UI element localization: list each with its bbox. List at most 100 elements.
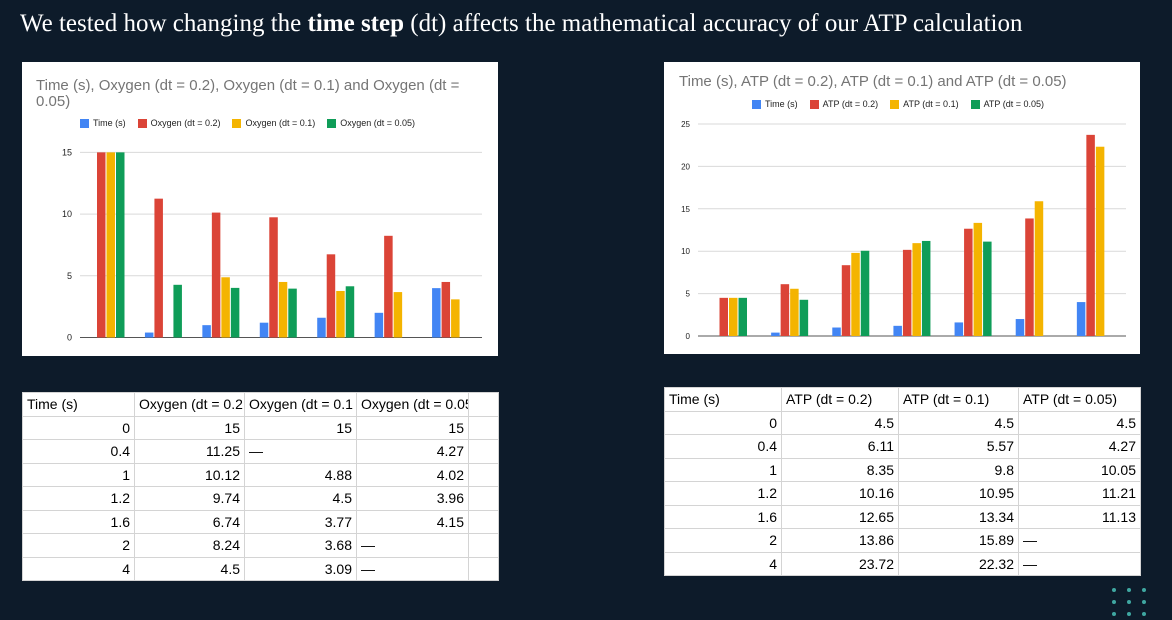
legend-label: Oxygen (dt = 0.1) [245, 118, 316, 128]
bar [1095, 146, 1105, 336]
y-tick-label: 25 [681, 120, 690, 129]
table-cell: 10.12 [134, 462, 245, 487]
table-cell: 15.89 [898, 528, 1019, 553]
legend-item: ATP (dt = 0.2) [809, 99, 879, 109]
table-cell: — [1018, 528, 1141, 553]
bar [230, 287, 240, 338]
title-bold: time step [307, 10, 405, 37]
bar [780, 284, 790, 336]
table-cell: 11.21 [1018, 481, 1141, 506]
bar [345, 286, 355, 338]
empty-cell [468, 486, 499, 511]
table-cell: 4 [664, 551, 782, 576]
atp-chart-title: Time (s), ATP (dt = 0.2), ATP (dt = 0.1)… [679, 73, 1067, 90]
slide-title: We tested how changing the time step (dt… [20, 10, 1160, 38]
bar [211, 212, 221, 338]
table-cell: — [244, 439, 357, 464]
legend-swatch [80, 118, 89, 128]
y-tick-label: 15 [62, 147, 72, 157]
bar [269, 217, 278, 338]
bar [432, 288, 441, 338]
table-cell: 0 [664, 410, 782, 435]
legend-label: ATP (dt = 0.2) [822, 99, 879, 109]
legend-swatch [970, 99, 980, 109]
table-cell: 4.02 [356, 462, 469, 487]
bar [893, 325, 902, 336]
table-cell: 3.77 [244, 509, 357, 534]
header-cell: Time (s) [664, 387, 782, 412]
table-cell: 0 [22, 415, 135, 440]
table-cell: 11.25 [134, 439, 245, 464]
legend-item: Time (s) [80, 118, 126, 128]
table-cell: 4.5 [134, 556, 245, 581]
legend-swatch [232, 118, 242, 128]
empty-cell [468, 556, 499, 581]
table-cell: 3.68 [244, 533, 357, 558]
table-cell: 4.27 [356, 439, 469, 464]
bar [860, 250, 870, 336]
table-cell: 4.5 [1018, 410, 1141, 435]
bar [921, 240, 931, 336]
table-row: 1 10.12 4.88 4.02 [22, 462, 499, 487]
bar [336, 290, 345, 338]
table-cell: 6.11 [781, 434, 899, 459]
empty-cell [468, 392, 499, 417]
header-cell: ATP (dt = 0.05) [1018, 387, 1141, 412]
atp-chart: Time (s), ATP (dt = 0.2), ATP (dt = 0.1)… [664, 62, 1140, 354]
table-cell: 15 [134, 415, 245, 440]
legend-swatch [890, 99, 900, 109]
table-cell: 4.88 [244, 462, 357, 487]
table-row: 0.4 11.25—4.27 [22, 439, 499, 464]
bar [1086, 134, 1095, 336]
bar [799, 299, 809, 336]
y-tick-label: 10 [681, 247, 690, 256]
atp-table-header: Time (s) ATP (dt = 0.2) ATP (dt = 0.1) A… [664, 387, 1141, 412]
table-cell: 0.4 [22, 439, 135, 464]
header-cell: ATP (dt = 0.2) [781, 387, 899, 412]
table-row: 2 8.24 3.68— [22, 533, 499, 558]
empty-cell [468, 439, 499, 464]
bar [441, 281, 451, 338]
header-cell: Time (s) [22, 392, 135, 417]
decorative-dot [1142, 600, 1146, 604]
table-row: 0.4 6.11 5.57 4.27 [664, 434, 1141, 459]
bar [902, 249, 912, 336]
legend-item: Oxygen (dt = 0.2) [137, 118, 220, 128]
table-cell: 3.96 [356, 486, 469, 511]
bar [173, 284, 182, 338]
legend-item: Time (s) [752, 99, 798, 109]
decorative-dot [1127, 612, 1131, 616]
table-cell: 10.95 [898, 481, 1019, 506]
legend-item: ATP (dt = 0.05) [970, 99, 1044, 109]
table-cell: 1 [664, 457, 782, 482]
y-tick-label: 0 [67, 333, 72, 343]
legend-swatch [752, 99, 761, 109]
table-cell: — [356, 556, 469, 581]
bar [202, 325, 211, 338]
legend-item: ATP (dt = 0.1) [890, 99, 959, 109]
table-cell: 10.16 [781, 481, 899, 506]
decorative-dot [1112, 612, 1116, 616]
table-cell: 10.05 [1018, 457, 1141, 482]
legend-swatch [327, 118, 337, 128]
atp-chart-plot: 0 5 10 15 20 25 [681, 120, 1126, 341]
bar [116, 152, 125, 338]
bar [317, 317, 326, 338]
table-cell: 4.5 [898, 410, 1019, 435]
atp-chart-legend: Time (s) ATP (dt = 0.2) ATP (dt = 0.1) ATP … [752, 99, 1044, 109]
title-part-1: We tested how changing the [20, 10, 308, 37]
oxygen-table-header: Time (s) Oxygen (dt = 0.2 Oxygen (dt = 0… [22, 392, 499, 417]
table-cell: 3.09 [244, 556, 357, 581]
table-cell: 13.34 [898, 504, 1019, 529]
y-tick-label: 5 [67, 271, 72, 281]
empty-cell [468, 509, 499, 534]
bar [154, 198, 163, 338]
table-cell: 4.5 [781, 410, 899, 435]
table-cell: 1.2 [664, 481, 782, 506]
table-cell: 15 [244, 415, 357, 440]
legend-item: Oxygen (dt = 0.1) [232, 118, 315, 128]
decorative-dots [1112, 588, 1158, 618]
table-cell: 23.72 [781, 551, 899, 576]
y-tick-label: 20 [681, 162, 690, 171]
table-row: 4 23.72 22.32— [664, 551, 1141, 576]
